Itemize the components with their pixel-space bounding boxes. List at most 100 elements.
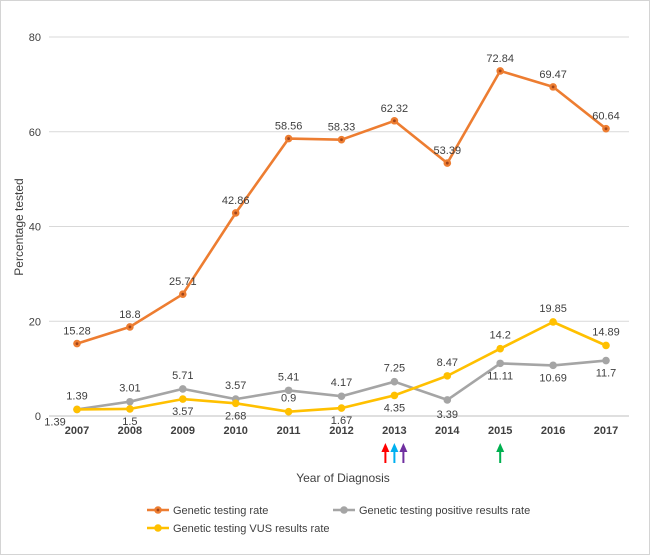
data-point bbox=[602, 356, 610, 365]
data-point bbox=[231, 399, 240, 408]
data-point-center bbox=[128, 325, 132, 329]
data-point-center bbox=[234, 211, 238, 215]
arrow-head bbox=[390, 443, 399, 452]
data-point-center bbox=[75, 342, 79, 346]
data-labels: 15.28 18.8 25.71 42.86 58.56 58.33 62.32 53.39 7… bbox=[44, 53, 619, 428]
data-label: 58.33 bbox=[328, 122, 356, 134]
x-axis-ticks: 2007 2008 2009 2010 2011 2012 2013 2014 2015 2016… bbox=[65, 425, 618, 437]
data-label: 5.71 bbox=[172, 370, 193, 382]
legend-marker bbox=[340, 506, 348, 514]
data-point bbox=[549, 318, 557, 326]
data-label: 7.25 bbox=[384, 363, 405, 375]
data-point bbox=[337, 392, 346, 401]
y-tick-label: 60 bbox=[29, 127, 41, 139]
annotation-arrows bbox=[381, 443, 505, 463]
data-point-center bbox=[551, 85, 555, 89]
x-tick-label: 2016 bbox=[541, 425, 565, 437]
data-label: 8.47 bbox=[437, 357, 458, 369]
data-point-center bbox=[445, 161, 449, 165]
x-tick-label: 2013 bbox=[382, 425, 406, 437]
data-label: 58.56 bbox=[275, 121, 303, 133]
data-label: 14.89 bbox=[592, 326, 620, 338]
x-tick-label: 2012 bbox=[329, 425, 353, 437]
series-group bbox=[73, 67, 610, 416]
legend-label: Genetic testing positive results rate bbox=[359, 505, 530, 517]
legend-label: Genetic testing rate bbox=[173, 505, 268, 517]
data-label: 1.39 bbox=[44, 416, 65, 428]
data-label: 19.85 bbox=[539, 303, 567, 315]
data-label: 42.86 bbox=[222, 195, 250, 207]
series-line bbox=[75, 69, 608, 345]
x-tick-label: 2008 bbox=[118, 425, 142, 437]
data-label: 3.57 bbox=[172, 406, 193, 418]
data-point-center bbox=[498, 69, 502, 73]
data-label: 11.7 bbox=[596, 368, 617, 380]
data-label: 4.35 bbox=[384, 402, 405, 414]
data-label: 1.5 bbox=[122, 416, 137, 428]
data-label: 72.84 bbox=[486, 53, 514, 65]
y-tick-label: 20 bbox=[29, 316, 41, 328]
data-label: 62.32 bbox=[381, 103, 409, 115]
legend: Genetic testing rate Genetic testing posi… bbox=[147, 505, 530, 535]
data-point-center bbox=[393, 119, 396, 123]
data-point bbox=[549, 361, 557, 370]
data-label: 0.9 bbox=[281, 393, 296, 405]
data-point bbox=[179, 395, 187, 403]
legend-marker bbox=[154, 524, 162, 532]
data-label: 5.41 bbox=[278, 371, 299, 383]
x-tick-label: 2014 bbox=[435, 425, 460, 437]
data-point bbox=[390, 391, 399, 400]
data-label: 1.39 bbox=[66, 390, 87, 402]
data-label: 1.67 bbox=[331, 415, 352, 427]
data-label: 4.17 bbox=[331, 377, 352, 389]
x-axis-title: Year of Diagnosis bbox=[296, 471, 390, 485]
x-tick-label: 2015 bbox=[488, 425, 512, 437]
data-point bbox=[337, 404, 346, 412]
data-point bbox=[126, 405, 134, 413]
data-point bbox=[602, 341, 610, 350]
data-label: 53.39 bbox=[434, 145, 462, 157]
data-label: 10.69 bbox=[539, 372, 567, 384]
arrow-head bbox=[496, 443, 505, 452]
data-label: 14.2 bbox=[489, 330, 510, 342]
data-label: 18.8 bbox=[119, 309, 140, 321]
data-label: 2.68 bbox=[225, 410, 246, 422]
y-axis-ticks: 0 20 40 60 80 bbox=[29, 32, 41, 423]
x-tick-label: 2007 bbox=[65, 425, 89, 437]
data-label: 60.64 bbox=[592, 111, 620, 123]
data-point bbox=[443, 396, 452, 404]
data-point-center bbox=[340, 138, 343, 142]
data-label: 3.01 bbox=[119, 383, 140, 395]
gridlines bbox=[49, 36, 629, 417]
x-tick-label: 2011 bbox=[277, 425, 301, 437]
data-point bbox=[496, 344, 505, 353]
data-point-center bbox=[287, 137, 290, 140]
data-label: 11.11 bbox=[487, 370, 513, 382]
data-label: 3.57 bbox=[225, 380, 246, 392]
data-point-center bbox=[604, 127, 608, 131]
data-point bbox=[179, 385, 187, 393]
data-label: 69.47 bbox=[539, 69, 567, 81]
arrow-head bbox=[399, 443, 408, 452]
data-label: 15.28 bbox=[63, 326, 91, 338]
y-tick-label: 40 bbox=[29, 222, 41, 234]
data-point bbox=[496, 359, 505, 368]
data-point bbox=[126, 397, 134, 406]
legend-label: Genetic testing VUS results rate bbox=[173, 523, 330, 535]
data-point bbox=[443, 372, 452, 380]
data-point bbox=[284, 407, 293, 416]
y-axis-title: Percentage tested bbox=[12, 178, 26, 275]
x-tick-label: 2009 bbox=[171, 425, 195, 437]
y-tick-label: 0 bbox=[35, 411, 41, 423]
data-point bbox=[390, 377, 399, 386]
data-label: 25.71 bbox=[169, 276, 197, 288]
x-tick-label: 2017 bbox=[594, 425, 618, 437]
data-label: 3.39 bbox=[437, 409, 458, 421]
data-point bbox=[284, 386, 293, 395]
y-tick-label: 80 bbox=[29, 32, 41, 44]
data-point-center bbox=[181, 292, 185, 296]
legend-marker-center bbox=[156, 508, 160, 512]
arrow-head bbox=[381, 443, 390, 452]
